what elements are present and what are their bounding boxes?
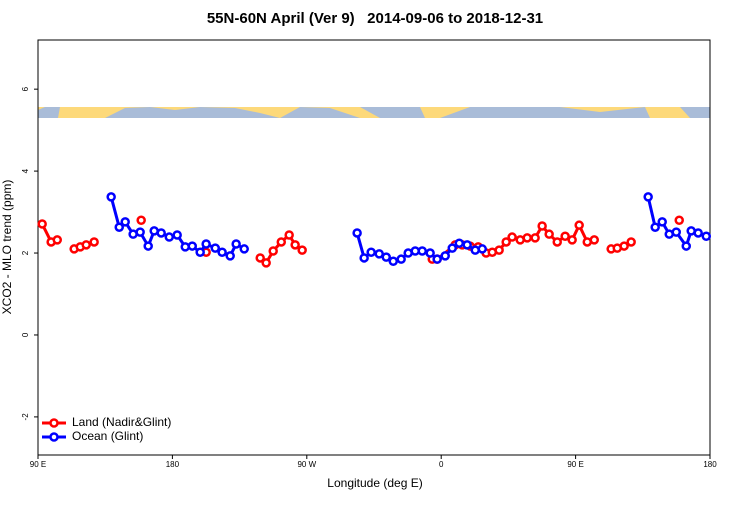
y-tick-label: 4 (21, 168, 30, 173)
data-point (172, 230, 182, 240)
data-point (195, 247, 205, 257)
x-tick-label: 90 E (567, 460, 583, 469)
data-point (135, 227, 145, 237)
data-point (261, 258, 271, 268)
x-tick-label: 90 W (297, 460, 316, 469)
y-tick-label: 0 (21, 332, 30, 337)
data-point (657, 217, 667, 227)
data-point (671, 227, 682, 237)
data-point (201, 239, 211, 249)
data-point (388, 256, 399, 266)
data-point (164, 232, 175, 242)
data-point (276, 237, 287, 247)
data-point (560, 231, 570, 241)
data-point (239, 244, 249, 254)
data-point (231, 239, 241, 249)
data-point (37, 219, 47, 229)
data-point (225, 251, 235, 261)
legend-marker (49, 418, 59, 428)
legend-label: Ocean (Glint) (72, 429, 143, 443)
y-tick-label: 6 (21, 86, 30, 91)
data-point (366, 247, 376, 257)
map-strip (38, 107, 710, 118)
data-point (136, 215, 146, 226)
x-tick-label: 180 (166, 460, 180, 469)
data-point (537, 221, 547, 231)
data-point (81, 240, 91, 250)
data-point (701, 231, 712, 241)
data-point (352, 228, 362, 238)
data-point (359, 253, 369, 263)
data-point (693, 228, 703, 238)
data-point (143, 241, 153, 251)
data-point (552, 237, 562, 247)
data-point (619, 241, 629, 251)
x-axis-label: Longitude (deg E) (327, 476, 422, 490)
data-point (210, 243, 221, 253)
data-point (255, 253, 265, 263)
data-point (494, 245, 504, 255)
data-point (374, 249, 384, 259)
data-point (290, 240, 300, 250)
data-point (530, 233, 540, 243)
data-point (106, 192, 116, 202)
data-point (440, 251, 450, 261)
y-tick-label: 2 (21, 250, 30, 255)
data-point (544, 229, 554, 239)
x-tick-label: 90 E (30, 460, 46, 469)
legend-marker (49, 432, 59, 442)
data-point (114, 222, 124, 232)
data-point (477, 244, 488, 254)
data-point (674, 215, 684, 226)
chart-title: 55N-60N April (Ver 9) 2014-09-06 to 2018… (207, 10, 543, 27)
data-point (522, 233, 532, 243)
data-point (462, 240, 472, 250)
data-point (425, 248, 435, 258)
y-axis-label: XCO2 - MLO trend (ppm) (0, 180, 14, 315)
data-point (447, 243, 458, 253)
data-point (187, 241, 198, 251)
data-point (284, 230, 294, 240)
data-point (681, 241, 692, 251)
data-point (396, 254, 406, 264)
data-point (574, 220, 584, 230)
data-point (52, 235, 63, 245)
data-point (626, 237, 636, 247)
data-point (567, 235, 577, 245)
data-point (417, 246, 427, 256)
data-point (120, 217, 130, 227)
data-point (507, 232, 517, 242)
data-point (89, 237, 99, 247)
data-point (217, 247, 227, 257)
x-tick-label: 0 (439, 460, 444, 469)
x-tick-label: 180 (703, 460, 717, 469)
data-point (650, 222, 660, 232)
plot-frame (37, 39, 711, 456)
data-point (156, 228, 166, 238)
data-point (589, 235, 600, 245)
data-point (454, 238, 465, 248)
data-point (643, 192, 653, 202)
legend-label: Land (Nadir&Glint) (72, 415, 171, 429)
data-point (501, 237, 511, 247)
data-point (381, 252, 391, 262)
data-point (432, 254, 442, 264)
y-tick-label: -2 (21, 413, 30, 421)
data-point (268, 246, 278, 256)
data-point (297, 245, 307, 255)
